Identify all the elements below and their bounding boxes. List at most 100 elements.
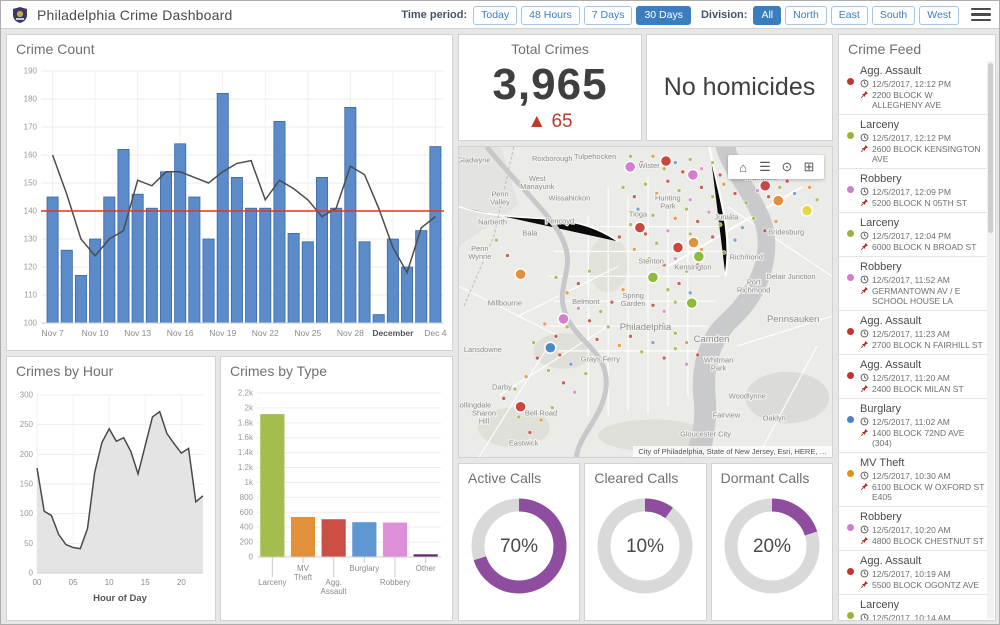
svg-text:Nov 7: Nov 7 bbox=[41, 328, 63, 338]
map-panel: GladwyneRoxboroughTulpehockenWisterFrank… bbox=[458, 146, 833, 458]
svg-text:Juniata: Juniata bbox=[714, 213, 739, 222]
feed-crime-type: Robbery bbox=[860, 173, 902, 185]
dormant-calls-panel: Dormant Calls 20% bbox=[710, 463, 833, 621]
division-label: Division: bbox=[700, 8, 748, 21]
pushpin-icon bbox=[860, 482, 869, 491]
feed-address: 2600 BLOCK KENSINGTON AVE bbox=[860, 144, 985, 164]
map-canvas[interactable]: GladwyneRoxboroughTulpehockenWisterFrank… bbox=[459, 147, 832, 457]
crime-type-dot bbox=[847, 230, 854, 237]
feed-crime-type: Larceny bbox=[860, 119, 900, 131]
pushpin-icon bbox=[860, 536, 869, 545]
division-button-south[interactable]: South bbox=[871, 5, 916, 25]
feed-crime-type: Agg. Assault bbox=[860, 315, 922, 327]
crime-type-dot bbox=[847, 186, 854, 193]
feed-item[interactable]: Larceny 12/5/2017, 12:04 PM 6000 BLOCK N B… bbox=[839, 213, 987, 257]
svg-text:170: 170 bbox=[24, 123, 38, 132]
svg-text:Tulpehocken: Tulpehocken bbox=[574, 152, 616, 161]
legend-icon[interactable]: ☰ bbox=[759, 159, 771, 174]
division-button-north[interactable]: North bbox=[785, 5, 827, 25]
page-title: Philadelphia Crime Dashboard bbox=[37, 6, 233, 23]
svg-text:Dec 4: Dec 4 bbox=[424, 328, 446, 338]
pushpin-icon bbox=[860, 384, 869, 393]
svg-text:05: 05 bbox=[69, 578, 78, 587]
crime-dots-layer bbox=[494, 154, 820, 435]
svg-text:0: 0 bbox=[249, 553, 254, 562]
feed-address: 6000 BLOCK N BROAD ST bbox=[860, 242, 976, 252]
feed-item[interactable]: Agg. Assault 12/5/2017, 12:12 PM 2200 BLOC… bbox=[839, 61, 987, 115]
crime-type-dot bbox=[847, 274, 854, 281]
division-button-all[interactable]: All bbox=[753, 5, 782, 25]
gauge-donut-chart[interactable]: 70% bbox=[463, 488, 575, 604]
feed-item[interactable]: Robbery 12/5/2017, 11:52 AM GERMANTOWN AV … bbox=[839, 257, 987, 311]
clock-icon bbox=[860, 613, 869, 620]
feed-item[interactable]: Agg. Assault 12/5/2017, 11:23 AM 2700 BLOC… bbox=[839, 311, 987, 355]
clock-icon bbox=[860, 133, 869, 142]
svg-text:Kensington: Kensington bbox=[674, 262, 711, 271]
svg-text:160: 160 bbox=[24, 151, 38, 160]
layers-icon[interactable]: ⊙ bbox=[781, 159, 793, 174]
pushpin-icon bbox=[860, 340, 869, 349]
svg-text:Wister: Wister bbox=[639, 161, 661, 170]
svg-text:Burglary: Burglary bbox=[349, 564, 379, 573]
gauge-donut-chart[interactable]: 20% bbox=[716, 488, 828, 604]
feed-time: 12/5/2017, 10:30 AM bbox=[860, 471, 985, 481]
active-calls-panel: Active Calls 70% bbox=[458, 463, 581, 621]
feed-scrollbar-thumb[interactable] bbox=[988, 63, 993, 233]
svg-text:1.8k: 1.8k bbox=[238, 418, 254, 427]
time-period-button-30-days[interactable]: 30 Days bbox=[636, 5, 691, 25]
svg-text:Richmond: Richmond bbox=[729, 252, 762, 261]
time-period-button-7-days[interactable]: 7 Days bbox=[583, 5, 633, 25]
svg-text:Bridesburg: Bridesburg bbox=[768, 228, 804, 237]
svg-text:100: 100 bbox=[24, 319, 38, 328]
pushpin-icon bbox=[860, 242, 869, 251]
time-period-button-48-hours[interactable]: 48 Hours bbox=[521, 5, 580, 25]
feed-item[interactable]: Burglary 12/5/2017, 11:02 AM 1400 BLOCK 72… bbox=[839, 399, 987, 453]
svg-text:20%: 20% bbox=[753, 536, 791, 557]
home-icon[interactable]: ⌂ bbox=[739, 159, 747, 175]
crimes-by-hour-chart[interactable]: 0 50 100 150 200 250 300 00 05 10 15 20 Hour of Day bbox=[7, 381, 213, 617]
feed-scrollbar-track[interactable] bbox=[987, 61, 994, 619]
feed-address: GERMANTOWN AV / E SCHOOL HOUSE LA bbox=[860, 286, 985, 306]
svg-text:Stenton: Stenton bbox=[638, 256, 664, 265]
svg-text:2k: 2k bbox=[245, 403, 254, 412]
hamburger-menu-icon[interactable] bbox=[971, 5, 991, 25]
svg-text:Nov 22: Nov 22 bbox=[252, 328, 279, 338]
feed-item[interactable]: Agg. Assault 12/5/2017, 10:19 AM 5500 BLOC… bbox=[839, 551, 987, 595]
feed-item[interactable]: Agg. Assault 12/5/2017, 11:20 AM 2400 BLOC… bbox=[839, 355, 987, 399]
division-button-west[interactable]: West bbox=[919, 5, 959, 25]
crime-feed-title: Crime Feed bbox=[848, 41, 922, 57]
feed-address: 5500 BLOCK OGONTZ AVE bbox=[860, 580, 979, 590]
time-period-button-today[interactable]: Today bbox=[473, 5, 518, 25]
no-homicides-text: No homicides bbox=[663, 73, 816, 101]
gauge-donut-chart[interactable]: 10% bbox=[589, 488, 701, 604]
feed-item[interactable]: Robbery 12/5/2017, 10:20 AM 4800 BLOCK CHE… bbox=[839, 507, 987, 551]
svg-text:Bala: Bala bbox=[522, 228, 538, 237]
crimes-by-type-chart[interactable]: 0 200 400 600 800 1k 1.2k 1.4k 1.6k 1.8k 2k 2.2k Lar… bbox=[221, 381, 450, 617]
svg-text:Nov 19: Nov 19 bbox=[209, 328, 236, 338]
no-homicides-panel: No homicides bbox=[646, 34, 833, 141]
feed-item[interactable]: Robbery 12/5/2017, 12:09 PM 5200 BLOCK N 0… bbox=[839, 169, 987, 213]
crime-type-dot bbox=[847, 612, 854, 619]
svg-text:Oaklyn: Oaklyn bbox=[763, 413, 786, 422]
svg-text:190: 190 bbox=[24, 67, 38, 76]
division-button-east[interactable]: East bbox=[830, 5, 868, 25]
delta-value: 65 bbox=[551, 111, 573, 132]
crime-type-dot bbox=[847, 470, 854, 477]
feed-item[interactable]: Larceny 12/5/2017, 12:12 PM 2600 BLOCK KEN… bbox=[839, 115, 987, 169]
feed-crime-type: Agg. Assault bbox=[860, 555, 922, 567]
total-crimes-value: 3,965 bbox=[492, 60, 608, 109]
feed-address: 6100 BLOCK W OXFORD ST E405 bbox=[860, 482, 985, 502]
feed-time: 12/5/2017, 11:02 AM bbox=[860, 417, 985, 427]
svg-text:1.6k: 1.6k bbox=[238, 433, 254, 442]
svg-text:Assault: Assault bbox=[321, 587, 348, 596]
svg-text:Gladwyne: Gladwyne bbox=[459, 156, 490, 165]
feed-item[interactable]: MV Theft 12/5/2017, 10:30 AM 6100 BLOCK W … bbox=[839, 453, 987, 507]
crime-count-chart[interactable]: 100 110 120 130 140 150 160 170 180 190 Nov 7 Nov 1… bbox=[7, 59, 452, 349]
basemap-icon[interactable]: ⊞ bbox=[803, 159, 815, 174]
crime-feed-panel: Crime Feed Agg. Assault 12/5/2017, 12:12 … bbox=[838, 34, 996, 621]
